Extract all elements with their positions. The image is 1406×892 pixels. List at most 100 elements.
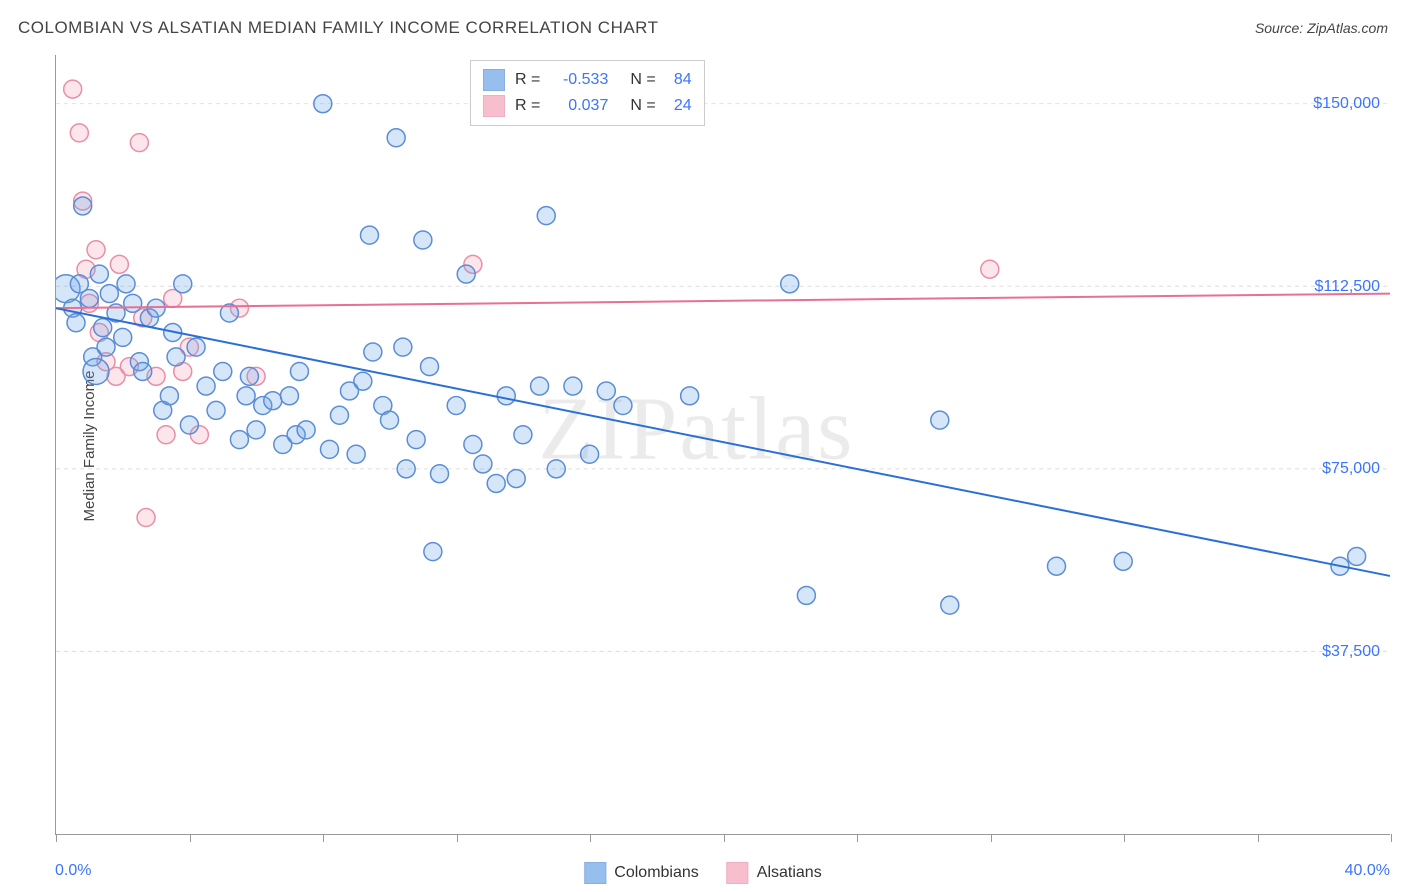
y-tick-label: $150,000 <box>1313 95 1380 113</box>
data-point <box>981 260 999 278</box>
legend-item-alsatians: Alsatians <box>727 862 822 884</box>
data-point <box>347 445 365 463</box>
data-point <box>137 509 155 527</box>
data-point <box>364 343 382 361</box>
swatch-alsatians-icon <box>727 862 749 884</box>
x-tick <box>56 834 57 842</box>
data-point <box>581 445 599 463</box>
data-point <box>83 358 109 384</box>
data-point <box>360 226 378 244</box>
data-point <box>431 465 449 483</box>
legend-row-alsatians: R = 0.037 N = 24 <box>483 93 692 119</box>
legend-r-value-alsatians: 0.037 <box>552 97 608 115</box>
data-point <box>597 382 615 400</box>
data-point <box>230 431 248 449</box>
x-axis-min-label: 0.0% <box>55 862 91 880</box>
data-point <box>614 397 632 415</box>
data-point <box>387 129 405 147</box>
data-point <box>397 460 415 478</box>
data-point <box>564 377 582 395</box>
trend-line <box>56 294 1390 309</box>
x-tick <box>457 834 458 842</box>
data-point <box>197 377 215 395</box>
swatch-alsatians <box>483 95 505 117</box>
data-point <box>160 387 178 405</box>
data-point <box>110 255 128 273</box>
data-point <box>320 440 338 458</box>
data-point <box>130 134 148 152</box>
y-tick-label: $75,000 <box>1322 460 1380 478</box>
x-tick <box>724 834 725 842</box>
y-tick-label: $37,500 <box>1322 643 1380 661</box>
data-point <box>407 431 425 449</box>
legend-row-colombians: R = -0.533 N = 84 <box>483 67 692 93</box>
data-point <box>1048 557 1066 575</box>
data-point <box>97 338 115 356</box>
data-point <box>514 426 532 444</box>
data-point <box>134 362 152 380</box>
correlation-legend: R = -0.533 N = 84 R = 0.037 N = 24 <box>470 60 705 126</box>
swatch-colombians-icon <box>584 862 606 884</box>
data-point <box>457 265 475 283</box>
data-point <box>354 372 372 390</box>
data-point <box>147 299 165 317</box>
data-point <box>90 265 108 283</box>
data-point <box>547 460 565 478</box>
data-point <box>537 207 555 225</box>
data-point <box>240 367 258 385</box>
x-axis-max-label: 40.0% <box>1345 862 1390 880</box>
data-point <box>290 362 308 380</box>
legend-label-colombians: Colombians <box>614 864 698 882</box>
x-tick <box>991 834 992 842</box>
data-point <box>87 241 105 259</box>
data-point <box>531 377 549 395</box>
data-point <box>280 387 298 405</box>
data-point <box>497 387 515 405</box>
series-legend: Colombians Alsatians <box>584 862 821 884</box>
plot-svg <box>56 55 1390 834</box>
data-point <box>67 314 85 332</box>
data-point <box>187 338 205 356</box>
trend-line <box>56 308 1390 576</box>
data-point <box>421 358 439 376</box>
data-point <box>100 285 118 303</box>
legend-n-value-colombians: 84 <box>668 71 692 89</box>
data-point <box>414 231 432 249</box>
legend-item-colombians: Colombians <box>584 862 698 884</box>
data-point <box>941 596 959 614</box>
data-point <box>931 411 949 429</box>
data-point <box>167 348 185 366</box>
x-tick <box>190 834 191 842</box>
data-point <box>297 421 315 439</box>
data-point <box>681 387 699 405</box>
x-tick <box>1258 834 1259 842</box>
data-point <box>330 406 348 424</box>
plot-area: ZIPatlas $37,500$75,000$112,500$150,000 <box>55 55 1390 835</box>
chart-title: COLOMBIAN VS ALSATIAN MEDIAN FAMILY INCO… <box>18 18 659 38</box>
legend-r-label: R = <box>515 97 540 115</box>
x-tick <box>1124 834 1125 842</box>
y-tick-label: $112,500 <box>1314 278 1380 296</box>
data-point <box>94 319 112 337</box>
legend-r-label: R = <box>515 71 540 89</box>
data-point <box>247 421 265 439</box>
data-point <box>797 586 815 604</box>
data-point <box>1114 552 1132 570</box>
legend-label-alsatians: Alsatians <box>757 864 822 882</box>
x-tick <box>857 834 858 842</box>
chart-container: COLOMBIAN VS ALSATIAN MEDIAN FAMILY INCO… <box>0 0 1406 892</box>
x-tick <box>590 834 591 842</box>
data-point <box>214 362 232 380</box>
data-point <box>74 197 92 215</box>
data-point <box>314 95 332 113</box>
data-point <box>180 416 198 434</box>
data-point <box>124 294 142 312</box>
data-point <box>114 328 132 346</box>
data-point <box>487 474 505 492</box>
x-tick <box>1391 834 1392 842</box>
data-point <box>424 543 442 561</box>
data-point <box>507 470 525 488</box>
source-label: Source: ZipAtlas.com <box>1255 20 1388 36</box>
data-point <box>781 275 799 293</box>
data-point <box>174 275 192 293</box>
